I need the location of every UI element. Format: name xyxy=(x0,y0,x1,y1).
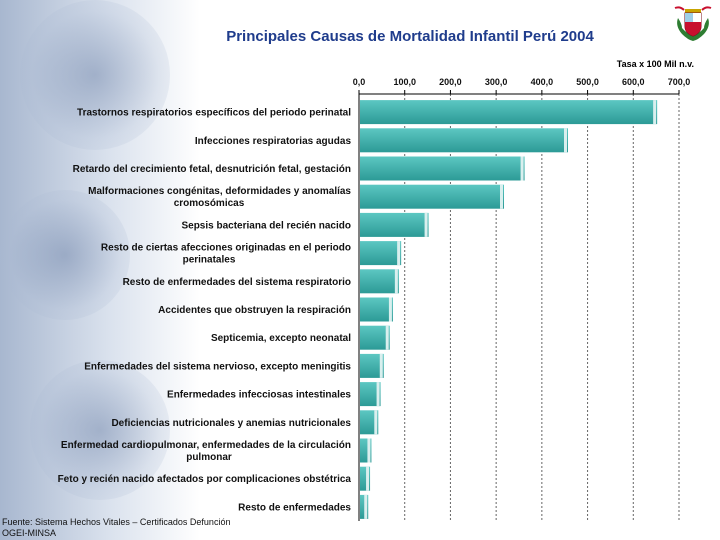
x-tick-label: 700,0 xyxy=(668,77,691,87)
background-photo-figure xyxy=(20,0,170,150)
bar xyxy=(360,353,384,378)
category-label: Enfermedades del sistema nervioso, excep… xyxy=(84,361,351,372)
background-photo-figure xyxy=(0,190,130,320)
category-label: Deficiencias nutricionales y anemias nut… xyxy=(111,418,351,429)
x-tick-label: 600,0 xyxy=(622,77,645,87)
bar xyxy=(360,325,390,350)
bar-highlight xyxy=(653,100,657,125)
x-tick-label: 0,0 xyxy=(353,77,366,87)
bar-highlight xyxy=(367,438,371,463)
chart-title: Principales Causas de Mortalidad Infanti… xyxy=(226,28,594,45)
category-label: Accidentes que obstruyen la respiración xyxy=(158,305,351,316)
category-label: Feto y recién nacido afectados por compl… xyxy=(58,474,352,485)
bar-highlight xyxy=(388,297,392,322)
bar-highlight xyxy=(385,325,389,350)
bar-highlight xyxy=(376,382,380,407)
bar-highlight xyxy=(374,410,378,435)
category-label: Malformaciones congénitas, deformidades … xyxy=(88,186,351,197)
x-tick-label: 300,0 xyxy=(485,77,508,87)
bar xyxy=(360,184,504,209)
bar xyxy=(360,438,372,463)
bar-highlight xyxy=(366,466,370,491)
coat-of-arms-icon xyxy=(674,6,712,41)
source-footnote-line: OGEI-MINSA xyxy=(2,528,57,538)
bar-highlight xyxy=(500,184,503,209)
bar xyxy=(360,410,379,435)
bar-highlight xyxy=(424,212,428,237)
bar-highlight xyxy=(520,156,524,181)
source-footnote-line: Fuente: Sistema Hechos Vitales – Certifi… xyxy=(2,517,231,527)
category-label: Enfermedades infecciosas intestinales xyxy=(167,390,351,401)
category-label: cromosómicas xyxy=(174,198,245,209)
bar xyxy=(360,156,525,181)
x-tick-label: 500,0 xyxy=(576,77,599,87)
category-label: Resto de enfermedades xyxy=(238,502,351,513)
category-label: Enfermedad cardiopulmonar, enfermedades … xyxy=(61,440,351,451)
x-axis-unit-label: Tasa x 100 Mil n.v. xyxy=(616,59,694,69)
bar xyxy=(360,297,393,322)
category-label: Trastornos respiratorios específicos del… xyxy=(77,108,351,119)
category-label: perinatales xyxy=(183,255,236,266)
x-tick-label: 200,0 xyxy=(439,77,462,87)
x-tick-label: 100,0 xyxy=(393,77,416,87)
bar-highlight xyxy=(379,353,383,378)
bar xyxy=(360,128,568,153)
category-label: Septicemia, excepto neonatal xyxy=(211,333,351,344)
x-tick-label: 400,0 xyxy=(531,77,554,87)
bar-highlight xyxy=(397,241,401,266)
category-label: Resto de enfermedades del sistema respir… xyxy=(123,277,351,288)
category-label: Infecciones respiratorias agudas xyxy=(195,136,352,147)
background-photo-figure xyxy=(30,360,170,500)
category-label: pulmonar xyxy=(186,452,232,463)
category-label: Retardo del crecimiento fetal, desnutric… xyxy=(73,164,351,175)
bar xyxy=(360,241,402,266)
category-label: Sepsis bacteriana del recién nacido xyxy=(181,220,351,231)
bar-highlight xyxy=(564,128,567,153)
bar xyxy=(360,100,658,125)
bar xyxy=(360,269,399,294)
bar-highlight xyxy=(364,494,368,519)
bar-highlight xyxy=(394,269,398,294)
category-label: Resto de ciertas afecciones originadas e… xyxy=(101,243,351,254)
bar xyxy=(360,382,381,407)
bar xyxy=(360,466,371,491)
bar xyxy=(360,494,369,519)
bar xyxy=(360,212,429,237)
source-footnote: Fuente: Sistema Hechos Vitales – Certifi… xyxy=(2,517,230,539)
